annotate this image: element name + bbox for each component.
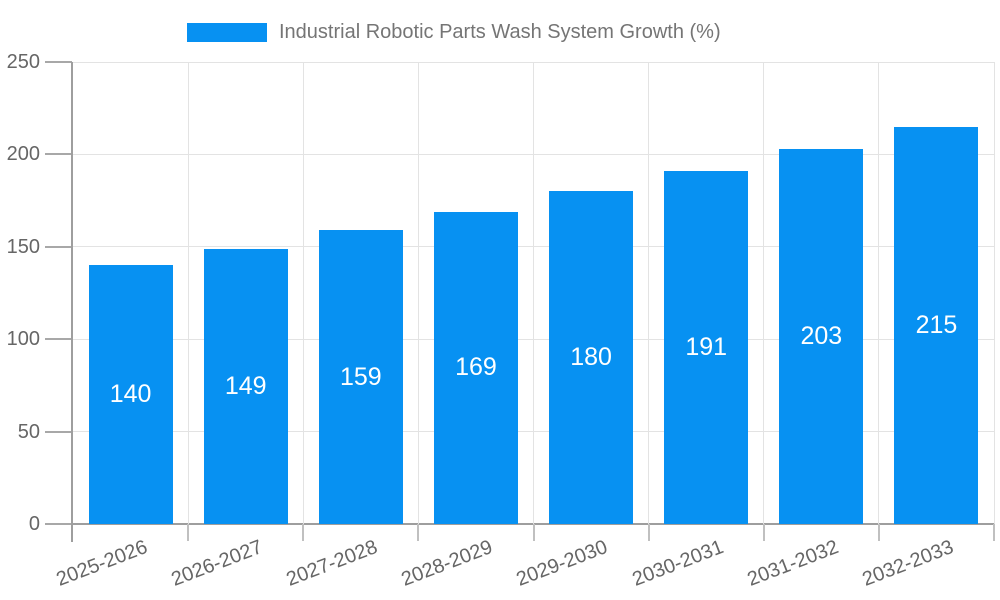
v-gridline <box>533 62 534 524</box>
v-gridline <box>648 62 650 524</box>
y-tick-label: 0 <box>28 513 40 535</box>
x-axis-tick <box>187 524 190 541</box>
bar-2025-2026: 140 <box>88 265 173 524</box>
x-tick-label: 2028-2029 <box>398 536 496 591</box>
x-tick-label: 2030-2031 <box>628 536 727 591</box>
legend-item[interactable]: Industrial Robotic Parts Wash System Gro… <box>187 21 721 44</box>
x-tick-label: 2032-2033 <box>859 536 957 591</box>
y-axis-tick <box>45 245 72 248</box>
x-axis-tick <box>993 524 995 541</box>
bar-value-label: 169 <box>455 353 497 382</box>
v-gridline <box>993 62 995 524</box>
y-axis-tick <box>45 338 72 341</box>
bar-2027-2028: 159 <box>318 230 403 524</box>
bar-2028-2029: 169 <box>433 211 518 524</box>
bar-value-label: 203 <box>800 321 843 350</box>
v-gridline <box>417 62 419 524</box>
y-axis-tick <box>45 523 72 525</box>
v-gridline <box>878 62 880 524</box>
bar-value-label: 180 <box>570 343 612 372</box>
bar-value-label: 149 <box>224 371 267 400</box>
y-axis-tick <box>45 61 72 63</box>
x-axis-tick <box>302 524 305 541</box>
bar-value-label: 215 <box>915 310 958 339</box>
v-gridline <box>187 62 189 524</box>
bar-value-label: 159 <box>339 362 382 391</box>
x-axis-tick <box>877 524 880 541</box>
bar-2032-2033: 215 <box>894 126 979 524</box>
bar-2031-2032: 203 <box>779 148 864 524</box>
y-tick-label: 50 <box>17 420 40 443</box>
x-tick-label: 2025-2026 <box>53 536 151 591</box>
legend-swatch-icon <box>187 23 267 42</box>
x-axis-tick <box>417 524 420 541</box>
bar-2026-2027: 149 <box>203 248 288 524</box>
x-tick-label: 2027-2028 <box>283 536 381 591</box>
v-gridline <box>763 62 765 524</box>
x-tick-label: 2026-2027 <box>168 536 266 591</box>
bar-value-label: 140 <box>109 380 152 409</box>
v-gridline <box>302 62 304 524</box>
y-tick-label: 250 <box>6 51 40 73</box>
y-tick-label: 100 <box>6 328 40 351</box>
bar-2029-2030: 180 <box>549 191 634 524</box>
x-tick-label: 2029-2030 <box>513 536 611 591</box>
x-axis-tick <box>647 524 650 541</box>
x-axis-tick <box>762 524 765 541</box>
y-axis-line <box>71 62 73 542</box>
y-axis-tick <box>45 430 72 433</box>
bar-value-label: 191 <box>685 333 728 361</box>
y-tick-label: 200 <box>6 143 40 166</box>
bar-2030-2031: 191 <box>664 171 749 524</box>
x-axis-tick <box>532 524 535 541</box>
x-tick-label: 2031-2032 <box>744 536 842 591</box>
y-axis-tick <box>45 153 72 156</box>
legend-label: Industrial Robotic Parts Wash System Gro… <box>279 21 721 43</box>
y-tick-label: 150 <box>6 235 40 258</box>
